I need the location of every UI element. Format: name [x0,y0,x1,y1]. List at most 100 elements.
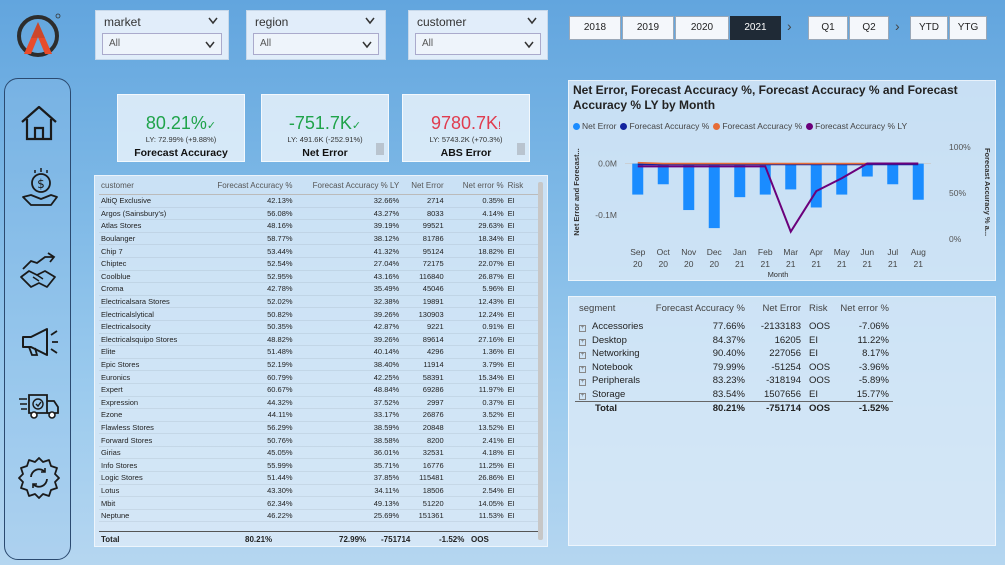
chevron-down-icon[interactable] [208,17,218,25]
table-row[interactable]: Chip 7 53.44% 41.32% 95124 18.82% EI [99,244,539,258]
column-header[interactable]: segment [579,303,616,314]
filter-label: market [104,15,141,29]
table-row[interactable]: + Storage 83.54% 1507656 EI 15.77% [575,388,893,402]
chart-plot[interactable]: 0.0M -0.1M 100% 50% 0% Net Error and Forecast… [569,133,997,282]
quarter-button-q2[interactable]: Q2 [849,16,889,40]
expand-icon[interactable]: + [579,352,586,360]
column-header[interactable]: customer [99,178,202,195]
market-filter[interactable]: market All [95,10,229,60]
kpi-forecast-accuracy[interactable]: 80.21%✓ LY: 72.99% (+9.88%) Forecast Acc… [117,94,245,162]
table-row[interactable]: + Desktop 84.37% 16205 EI 11.22% [575,334,893,348]
kpi-abs-error[interactable]: 9780.7K! LY: 5743.2K (+70.3%) ABS Error [402,94,530,162]
column-header[interactable]: Forecast Accuracy % [201,178,295,195]
net-error-cell: 72175 [401,257,446,271]
column-header[interactable]: Net Error [401,178,446,195]
finance-hand-coin-icon[interactable]: $ [17,167,61,211]
forecast-accuracy-ly-cell: 36.01% [294,446,402,460]
expand-icon[interactable]: + [579,379,586,387]
table-row[interactable]: + Accessories 77.66% -2133183 OOS -7.06% [575,320,893,334]
net-error-cell: 16205 [774,334,801,346]
chevron-down-icon[interactable] [527,17,537,25]
ytd-button[interactable]: YTD [910,16,948,40]
year-button-2019[interactable]: 2019 [622,16,674,40]
column-header[interactable]: Risk [809,303,828,314]
table-row[interactable]: AltiQ Exclusive 42.13% 32.66% 2714 0.35% EI [99,194,539,208]
ytg-button[interactable]: YTG [949,16,987,40]
table-row[interactable]: Mbit 62.34% 49.13% 51220 14.05% EI [99,496,539,510]
sales-handshake-icon[interactable] [17,247,61,291]
year-button-2018[interactable]: 2018 [569,16,621,40]
net-error-pct-cell: 3.79% [445,358,506,372]
scroll-handle[interactable] [376,143,384,155]
table-row[interactable]: Elite 51.48% 40.14% 4296 1.36% EI [99,345,539,359]
region-dropdown[interactable]: All [253,33,379,55]
column-header[interactable]: Net error % [445,178,506,195]
legend-item[interactable]: Net Error [573,121,616,131]
table-row[interactable]: Electricalsara Stores 52.02% 32.38% 19891 12… [99,295,539,309]
table-row[interactable]: Neptune 46.22% 25.69% 151361 11.53% EI [99,509,539,523]
table-row[interactable]: Forward Stores 50.76% 38.58% 8200 2.41% EI [99,433,539,447]
customer-filter[interactable]: customer All [408,10,548,60]
chevron-down-icon[interactable] [205,41,215,49]
expand-icon[interactable]: + [579,365,586,373]
column-header[interactable]: Forecast Accuracy % LY [294,178,402,195]
expand-icon[interactable]: + [579,338,586,346]
table-row[interactable]: Atlas Stores 48.16% 39.19% 99521 29.63% EI [99,219,539,233]
chevron-down-icon[interactable] [524,41,534,49]
table-row[interactable]: Girias 45.05% 36.01% 32531 4.18% EI [99,446,539,460]
column-header[interactable]: Net error % [840,303,889,314]
chevron-down-icon[interactable] [365,17,375,25]
table-row[interactable]: Argos (Sainsbury's) 56.08% 43.27% 8033 4.14%… [99,207,539,221]
table-row[interactable]: Electricalslytical 50.82% 39.26% 130903 12.2… [99,307,539,321]
table-row[interactable]: Expression 44.32% 37.52% 2997 0.37% EI [99,396,539,410]
table-row[interactable]: + Peripherals 83.23% -318194 OOS -5.89% [575,374,893,388]
total-net-error-pct-cell: -1.52% [835,400,893,415]
column-header[interactable]: Risk [505,178,539,195]
table-row[interactable]: + Networking 90.40% 227056 EI 8.17% [575,347,893,361]
year-button-2020[interactable]: 2020 [675,16,729,40]
settings-gear-icon[interactable] [17,455,61,499]
home-icon[interactable] [17,101,61,145]
table-row[interactable]: Coolblue 52.95% 43.16% 116840 26.87% EI [99,270,539,284]
region-filter[interactable]: region All [246,10,386,60]
forecast-accuracy-cell: 42.78% [201,282,295,296]
forecast-accuracy-cell: 83.54% [712,388,745,400]
table-row[interactable]: Lotus 43.30% 34.11% 18506 2.54% EI [99,484,539,498]
kpi-value-text: 9780.7K [430,113,498,133]
legend-item[interactable]: Forecast Accuracy % [713,121,802,131]
scroll-handle[interactable] [517,143,525,155]
table-row[interactable]: Info Stores 55.99% 35.71% 16776 11.25% EI [99,458,539,473]
legend-item[interactable]: Forecast Accuracy % [620,121,709,131]
table-row[interactable]: Chiptec 52.54% 27.04% 72175 22.07% EI [99,257,539,271]
customer-cell: Electricalslytical [99,307,202,321]
table-row[interactable]: Euronics 60.79% 42.25% 58391 15.34% EI [99,370,539,384]
table-row[interactable]: Electricalsquipo Stores 48.82% 39.26% 89614… [99,333,539,347]
forecast-accuracy-cell: 60.67% [201,383,295,397]
column-header[interactable]: Forecast Accuracy % [655,303,745,314]
chevron-down-icon[interactable] [362,41,372,49]
market-dropdown[interactable]: All [102,33,222,55]
net-error-pct-cell: 12.24% [445,307,506,321]
table-row[interactable]: Epic Stores 52.19% 38.40% 11914 3.79% EI [99,358,539,372]
quarter-button-q1[interactable]: Q1 [808,16,848,40]
expand-icon[interactable]: + [579,392,586,400]
table-row[interactable]: Ezone 44.11% 33.17% 26876 3.52% EI [99,408,539,422]
year-button-2021[interactable]: 2021 [730,16,781,40]
table-row[interactable]: Croma 42.78% 35.49% 45046 5.96% EI [99,282,539,296]
table-row[interactable]: Expert 60.67% 48.84% 69286 11.97% EI [99,383,539,397]
customer-dropdown[interactable]: All [415,33,541,55]
vertical-scrollbar[interactable] [538,182,543,540]
table-row[interactable]: Logic Stores 51.44% 37.85% 115481 26.86% EI [99,471,539,485]
marketing-megaphone-icon[interactable] [17,319,61,363]
table-row[interactable]: Electricalsocity 50.35% 42.87% 9221 0.91% EI [99,320,539,334]
column-header[interactable]: Net Error [762,303,801,314]
expand-icon[interactable]: + [579,325,586,333]
legend-item[interactable]: Forecast Accuracy % LY [806,121,907,131]
table-row[interactable]: + Notebook 79.99% -51254 OOS -3.96% [575,361,893,375]
forecast-accuracy-ly-cell: 38.40% [294,358,402,372]
table-row[interactable]: Flawless Stores 56.29% 38.59% 20848 13.52% EI [99,421,539,435]
table-row[interactable]: Boulanger 58.77% 38.12% 81786 18.34% EI [99,232,539,246]
kpi-net-error[interactable]: -751.7K✓ LY: 491.6K (-252.91%) Net Error [261,94,389,162]
x-axis-tick-year: 20 [710,259,720,269]
supply-chain-truck-icon[interactable] [17,383,61,427]
